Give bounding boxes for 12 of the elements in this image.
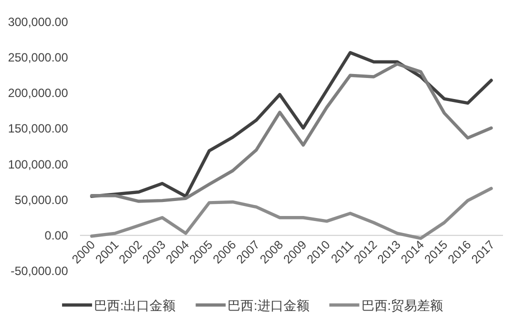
y-tick-label: 300,000.00 (8, 15, 68, 29)
legend-label: 巴西:出口金额 (94, 298, 176, 313)
y-tick-label: 150,000.00 (8, 122, 68, 136)
legend-label: 巴西:进口金额 (228, 298, 310, 313)
y-tick-label: 0.00 (44, 228, 68, 242)
line-series (90, 186, 493, 240)
y-tick-label: 100,000.00 (8, 157, 68, 172)
y-tick-label: 50,000.00 (14, 192, 68, 207)
legend-label: 巴西:贸易差额 (361, 298, 443, 313)
y-tick-label: 200,000.00 (8, 86, 68, 100)
y-tick-label: 250,000.00 (8, 50, 68, 65)
y-tick-label: -50,000.00 (10, 264, 68, 278)
